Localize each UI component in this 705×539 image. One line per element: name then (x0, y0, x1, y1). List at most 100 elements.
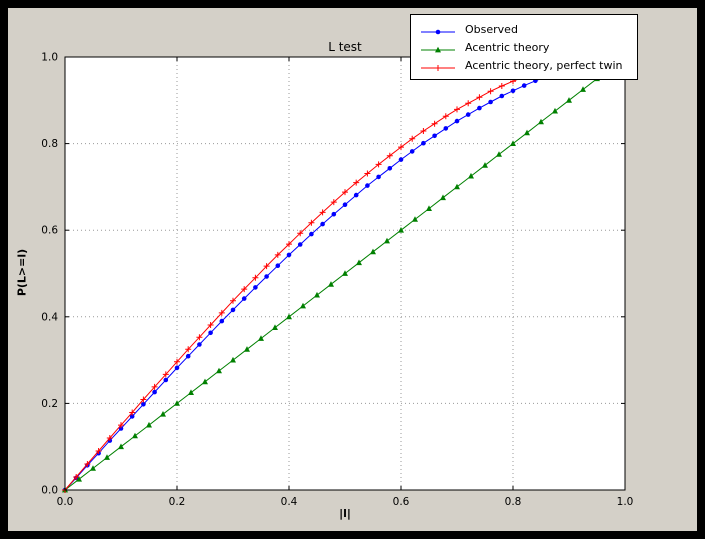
legend-marker-icon (435, 65, 441, 71)
data-point-triangle (258, 335, 264, 341)
data-point-triangle (244, 346, 250, 352)
axes-plot-area: 0.0 0.2 0.4 0.6 0.8 1.0 0.0 0.2 0.4 0.6 0.8 1.0 (41, 52, 634, 509)
data-point-plus (431, 120, 438, 127)
data-point-circle (185, 353, 191, 359)
data-point-plus (375, 161, 382, 168)
data-point-triangle (412, 216, 418, 222)
data-point-plus (162, 371, 169, 378)
data-point-plus (84, 461, 91, 467)
data-point-triangle (342, 270, 348, 276)
axes-frame (64, 56, 626, 491)
data-point-plus (342, 189, 348, 196)
data-point-circle (297, 242, 303, 247)
legend-sample-observed-icon (419, 23, 457, 35)
y-tick-label: 1.0 (41, 52, 58, 64)
data-point-plus (218, 309, 225, 316)
y-tick-label: 0.6 (41, 225, 58, 237)
data-point-plus (151, 383, 158, 390)
data-point-circle (275, 263, 281, 268)
data-point-triangle (230, 356, 236, 363)
data-point-plus (442, 113, 449, 120)
data-point-triangle (76, 476, 82, 482)
data-point-triangle (398, 227, 404, 233)
data-point-circle (510, 88, 516, 94)
data-point-triangle (384, 237, 390, 244)
data-point-triangle (160, 411, 166, 417)
data-point-plus (274, 251, 281, 258)
data-point-circle (241, 296, 247, 301)
data-point-plus (73, 474, 80, 480)
x-tick-label: 1.0 (617, 496, 634, 508)
data-point-circle (477, 105, 482, 111)
data-point-triangle (580, 86, 586, 92)
legend-label-observed: Observed (465, 22, 518, 36)
data-point-circle (118, 426, 124, 431)
data-point-plus (476, 94, 483, 101)
legend-entry-perfect-twin: Acentric theory, perfect twin (419, 56, 629, 74)
data-point-triangle (426, 205, 432, 211)
data-point-plus (252, 274, 259, 281)
data-point-circle (331, 211, 337, 217)
data-point-triangle (510, 140, 516, 146)
data-point-plus (498, 83, 505, 89)
series-line (64, 67, 612, 491)
data-point-circle (219, 318, 225, 324)
data-point-plus (106, 435, 113, 441)
data-point-plus (319, 209, 326, 216)
data-point-plus (118, 422, 124, 429)
data-point-plus (129, 409, 136, 416)
data-point-plus (286, 241, 292, 248)
data-point-triangle (468, 172, 474, 179)
y-tick-label: 0.0 (41, 485, 58, 497)
data-point-circle (488, 99, 493, 105)
legend: Observed Acentric theory Acentric theory… (410, 14, 638, 80)
data-point-circle (129, 414, 135, 419)
data-point-triangle (146, 421, 152, 428)
data-point-triangle (552, 107, 558, 114)
data-point-triangle (370, 248, 376, 255)
y-axis-label: P(L>=l) (15, 248, 29, 297)
data-point-circle (398, 157, 404, 162)
data-point-triangle (286, 313, 292, 320)
data-point-triangle (132, 432, 138, 439)
data-point-circle (163, 377, 169, 383)
x-tick-label: 0.4 (281, 496, 298, 508)
data-point-circle (443, 126, 449, 131)
x-tick-label: 0.8 (505, 496, 522, 508)
data-point-triangle (272, 324, 278, 330)
data-point-plus (487, 88, 494, 95)
data-point-plus (263, 263, 270, 270)
data-point-circle (454, 118, 460, 124)
data-point-plus (207, 322, 214, 328)
data-point-circle (353, 192, 359, 198)
data-point-circle (264, 274, 269, 279)
data-point-circle (376, 174, 381, 180)
data-point-triangle (524, 129, 530, 136)
data-point-triangle (496, 151, 502, 157)
data-point-plus (420, 128, 427, 134)
data-point-plus (185, 346, 192, 353)
data-point-triangle (314, 291, 320, 298)
data-point-triangle (118, 443, 124, 450)
data-point-circle (521, 83, 527, 88)
data-point-triangle (566, 97, 572, 103)
data-point-triangle (174, 400, 180, 406)
legend-line-sample (421, 65, 455, 71)
data-point-plus (409, 135, 416, 142)
data-point-circle (365, 183, 370, 188)
data-point-plus (364, 170, 371, 177)
data-point-triangle (328, 281, 334, 287)
data-point-circle (465, 112, 471, 117)
data-point-triangle (440, 194, 446, 201)
y-tick-label: 0.4 (41, 311, 58, 323)
data-point-plus (386, 152, 393, 159)
data-point-plus (454, 106, 460, 113)
data-point-circle (387, 166, 393, 171)
legend-sample-acentric-theory-icon (419, 41, 457, 53)
data-point-plus (353, 179, 360, 186)
data-point-plus (308, 219, 315, 226)
data-point-triangle (188, 389, 194, 395)
data-point-circle (230, 307, 236, 313)
data-point-triangle (90, 465, 96, 471)
